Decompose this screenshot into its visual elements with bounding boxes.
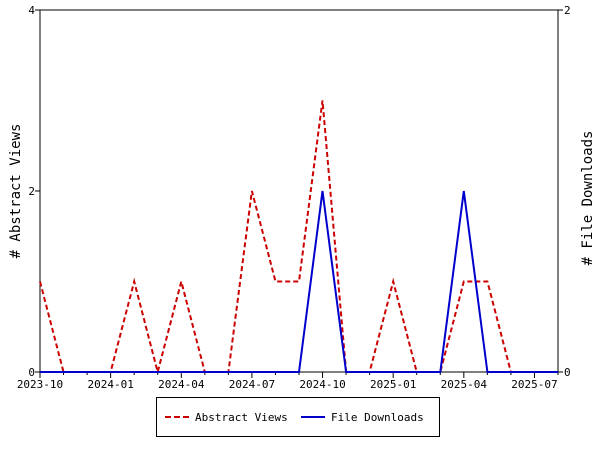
legend-item-abstract-views: Abstract Views — [165, 398, 288, 436]
series-line-abstract-views — [39, 100, 558, 376]
x-tick-label: 2025-04 — [441, 378, 488, 391]
right-y-tick-label: 2 — [564, 4, 571, 17]
legend-label-file-downloads: File Downloads — [331, 410, 424, 424]
x-tick-label: 2025-07 — [511, 378, 557, 391]
left-y-tick-label: 4 — [28, 4, 35, 17]
x-tick-label: 2024-10 — [299, 378, 345, 391]
left-y-tick-label: 2 — [28, 185, 35, 198]
right-axis-title: # File Downloads — [580, 131, 596, 266]
right-y-tick-label: 0 — [564, 366, 571, 379]
x-tick-label: 2023-10 — [17, 378, 63, 391]
left-axis-title: # Abstract Views — [8, 124, 24, 259]
legend-swatch-abstract-views — [165, 416, 189, 418]
legend-swatch-file-downloads — [301, 416, 325, 418]
x-tick-label: 2024-07 — [229, 378, 275, 391]
x-tick-label: 2024-01 — [87, 378, 133, 391]
axis-ticks: 2023-10 2024-01 2024-04 2024-07 2024-10 2025-… — [17, 4, 571, 391]
x-tick-label: 2024-04 — [158, 378, 205, 391]
legend-item-file-downloads: File Downloads — [301, 398, 424, 436]
series-line-file-downloads — [40, 190, 558, 373]
x-tick-label: 2025-01 — [370, 378, 416, 391]
legend: Abstract Views File Downloads — [156, 397, 440, 437]
left-y-tick-label: 0 — [28, 366, 35, 379]
legend-label-abstract-views: Abstract Views — [195, 410, 288, 424]
series-layer — [39, 100, 558, 376]
